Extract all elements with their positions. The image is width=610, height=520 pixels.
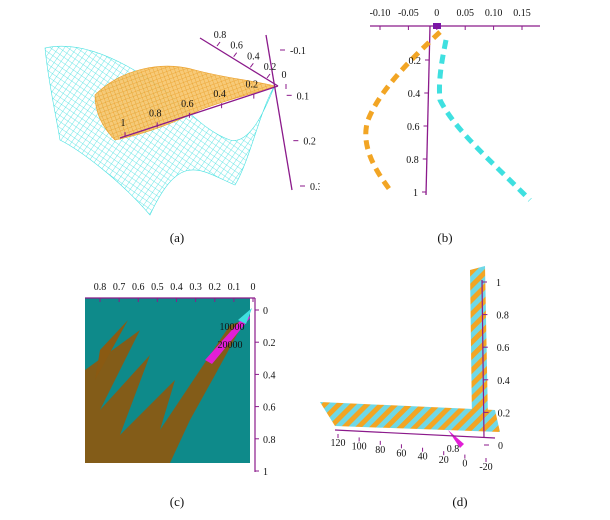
a-axis1-tick [266,73,271,79]
c-right-label: 1 [263,467,268,478]
c-right-label: 0.2 [263,338,276,349]
c-right-label: 0.4 [263,370,276,381]
c-top-label: 0.1 [228,282,241,293]
d-bottom-label: 40 [418,452,428,463]
a-axis1-label: 0.6 [230,41,243,52]
d-right-label: 1 [496,278,501,289]
b-left-label: 0.8 [406,155,419,166]
orange-curve [363,30,442,192]
a-axis2-label: 0.2 [246,80,259,91]
b-top-label: 0.05 [456,8,474,19]
caption-c: (c) [169,494,185,509]
a-axis1-label: 0.8 [214,30,227,41]
a-axis3-label: 0.2 [303,137,316,148]
c-top-label: 0.5 [151,282,164,293]
c-right-label: 0 [263,306,268,317]
a-axis2-label: 0.8 [149,108,162,119]
brown-spike [95,320,128,380]
c-right-label: 0.8 [263,435,276,446]
cyan-curve [437,39,532,202]
c-top-label: 0.6 [132,282,145,293]
d-bottom-label: 0 [462,459,467,470]
panel-a-ticks: 0.80.60.40.210.80.60.40.20-0.10.10.20.3 [121,30,323,193]
d-bottom-label: 120 [331,438,346,449]
c-top-label: 0.7 [113,282,126,293]
b-left-label: 0.2 [409,56,422,67]
magenta-ribbon [205,312,250,364]
axis-b-left [425,25,431,196]
axis-d-right [481,279,485,439]
c-top-label: 0.4 [170,282,183,293]
b-top-label: -0.10 [370,8,391,19]
a-axis1-tick [216,41,221,47]
d-right-label: 0.4 [497,376,510,387]
panel-c-plot: 0.8 0.7 0.6 0.5 0.4 0.3 0.2 0.1 0 0 0.2 0.4 0.6 0.8 1 1… [85,282,276,478]
b-top-label: -0.05 [398,8,419,19]
panel-a: 0.8 0.6 0.4 0.2 1 0.8 0.6 0.4 0.2 0 -0.1 0.1 0.2 0.3 … [0,0,323,250]
panel-b: -0.10 -0.05 0 0.05 0.10 0.15 0.2 0.4 0.6 0.8 1 (b) [330,0,610,250]
b-top-label: 0.15 [513,8,531,19]
a-axis3-label: 0.1 [297,91,310,102]
c-top-label: 0.2 [209,282,222,293]
panel-c-ticks: 0.8 0.7 0.6 0.5 0.4 0.3 0.2 0.1 0 0 0.2 0.4 0.6 0.8 1 1… [94,282,276,478]
magenta-arrow [448,430,464,448]
d-near-label: 0.8 [447,444,460,455]
axis-d-bottom [334,429,496,439]
axis-a3 [265,34,293,191]
c-mid-label: 10000 [220,322,245,333]
d-bottom-label: -20 [479,462,492,473]
c-top-label: 0.8 [94,282,107,293]
a-axis2-label: 1 [121,118,126,129]
orange-surface [94,65,277,141]
panel-d: 120 100 80 60 40 20 0 -20 1 0.8 0.6 0.4 0.2 0 0.8 (d) [310,260,610,515]
d-right-label: 0.2 [498,408,511,419]
caption-b: (b) [437,230,453,245]
d-bottom-label: 100 [352,441,367,452]
panel-a-plot: 0.80.60.40.210.80.60.40.20-0.10.10.20.3 [44,30,323,216]
d-bottom-label: 60 [396,448,406,459]
a-axis1-tick [249,63,254,68]
b-left-label: 1 [413,188,418,199]
c-top-label: 0.3 [189,282,202,293]
d-right-label: 0.8 [496,311,509,322]
a-axis2-label: 0 [282,70,287,81]
a-axis3-label: 0.3 [310,182,320,193]
a-axis1-tick [233,52,238,57]
vertical-ribbon [470,266,488,422]
d-bottom-label: 20 [439,455,449,466]
a-axis2-label: 0.6 [181,99,194,110]
b-left-label: 0.6 [407,122,420,133]
brown-band [85,320,245,463]
panel-c: 0.8 0.7 0.6 0.5 0.4 0.3 0.2 0.1 0 0 0.2 0.4 0.6 0.8 1 1… [0,260,320,515]
axis-a2 [119,85,279,139]
c-mid-label: 20000 [218,340,243,351]
c-top-label: 0 [251,282,256,293]
b-top-label: 0.10 [485,8,503,19]
a-axis1-label: 0.4 [247,51,260,62]
b-top-label: 0 [434,8,439,19]
panel-b-ticks: -0.10 -0.05 0 0.05 0.10 0.15 0.2 0.4 0.6 0.8 1 [370,8,531,199]
d-right-label: 0 [498,441,503,452]
axis-a1 [199,37,279,87]
d-bottom-label: 80 [375,445,385,456]
c-right-label: 0.6 [263,403,276,414]
a-axis3-label: -0.1 [290,46,306,57]
d-right-label: 0.6 [497,343,510,354]
b-left-label: 0.4 [408,89,421,100]
caption-a: (a) [169,230,185,245]
a-axis2-label: 0.4 [213,89,226,100]
panel-b-plot: -0.10 -0.05 0 0.05 0.10 0.15 0.2 0.4 0.6 0.8 1 [363,8,540,202]
horizontal-ribbon [320,402,500,432]
a-axis1-label: 0.2 [264,62,277,73]
caption-d: (d) [452,494,468,509]
